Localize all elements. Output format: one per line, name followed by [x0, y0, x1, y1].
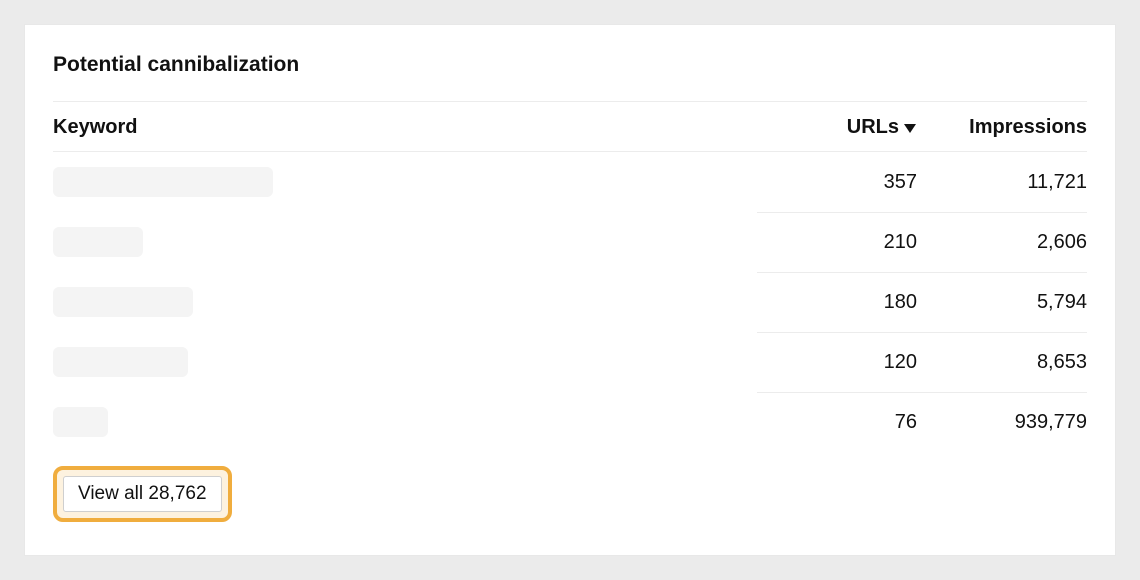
urls-cell: 357 — [757, 152, 917, 212]
impressions-cell: 11,721 — [917, 152, 1087, 212]
table-body: 357 11,721 210 2,606 180 5,794 120 8,653 — [53, 152, 1087, 452]
column-header-keyword[interactable]: Keyword — [53, 116, 757, 139]
table-header-row: Keyword URLs Impressions — [53, 102, 1087, 152]
table-row[interactable]: 180 5,794 — [53, 272, 1087, 332]
table-row[interactable]: 210 2,606 — [53, 212, 1087, 272]
urls-cell: 210 — [757, 212, 917, 272]
keyword-redacted — [53, 407, 108, 437]
table-row[interactable]: 76 939,779 — [53, 392, 1087, 452]
urls-cell: 180 — [757, 272, 917, 332]
keyword-cell — [53, 332, 757, 392]
card-footer: View all 28,762 — [53, 452, 1087, 522]
table-row[interactable]: 120 8,653 — [53, 332, 1087, 392]
view-all-button[interactable]: View all 28,762 — [63, 476, 222, 512]
column-header-impressions[interactable]: Impressions — [917, 116, 1087, 139]
table-row[interactable]: 357 11,721 — [53, 152, 1087, 212]
impressions-cell: 2,606 — [917, 212, 1087, 272]
urls-cell: 76 — [757, 392, 917, 452]
impressions-cell: 5,794 — [917, 272, 1087, 332]
view-all-highlight: View all 28,762 — [53, 466, 232, 522]
impressions-cell: 8,653 — [917, 332, 1087, 392]
card-title: Potential cannibalization — [53, 53, 1087, 102]
column-header-urls-label: URLs — [847, 116, 899, 139]
keyword-redacted — [53, 227, 143, 257]
cannibalization-card: Potential cannibalization Keyword URLs I… — [24, 24, 1116, 556]
column-header-urls[interactable]: URLs — [757, 116, 917, 139]
urls-cell: 120 — [757, 332, 917, 392]
sort-desc-icon — [903, 122, 917, 134]
keyword-redacted — [53, 347, 188, 377]
keyword-redacted — [53, 287, 193, 317]
keyword-cell — [53, 392, 757, 452]
keyword-cell — [53, 152, 757, 212]
keyword-cell — [53, 212, 757, 272]
impressions-cell: 939,779 — [917, 392, 1087, 452]
keyword-cell — [53, 272, 757, 332]
keyword-redacted — [53, 167, 273, 197]
